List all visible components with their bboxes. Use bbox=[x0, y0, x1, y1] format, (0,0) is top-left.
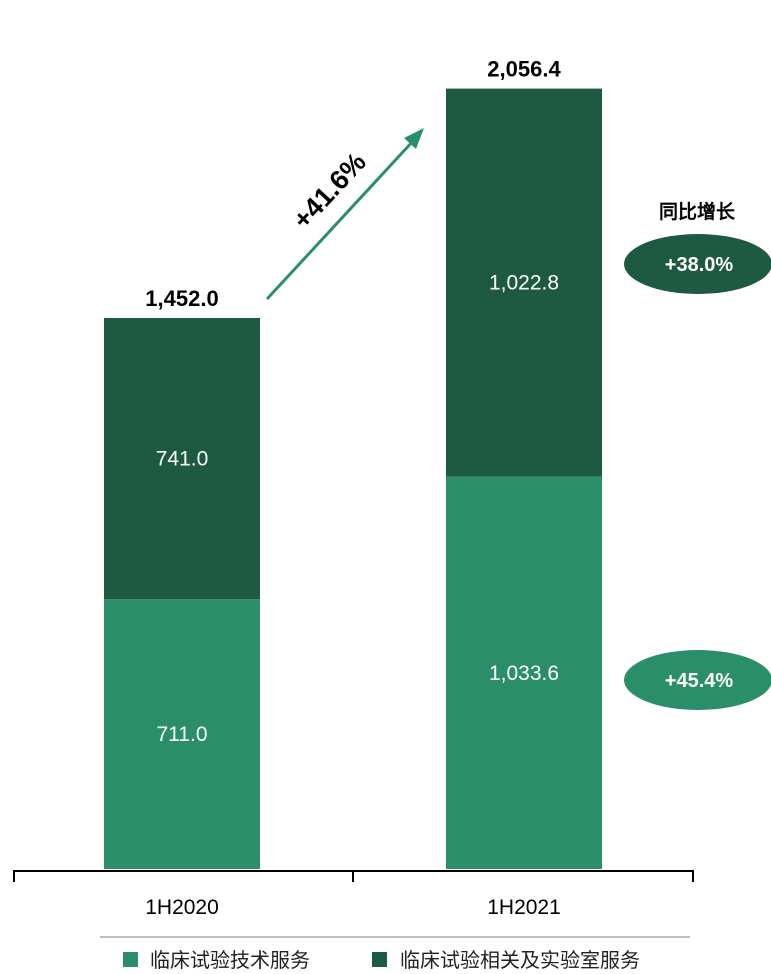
data-label: 1,022.8 bbox=[489, 272, 559, 295]
bar-segment-tech-services-1H2021 bbox=[446, 476, 602, 869]
overall-growth-label: +41.6% bbox=[287, 147, 372, 235]
yoy-badge-lab-services-text: +38.0% bbox=[665, 254, 734, 276]
legend-label-lab-services: 临床试验相关及实验室服务 bbox=[400, 948, 640, 972]
total-label: 2,056.4 bbox=[487, 57, 561, 82]
x-tick-label: 1H2020 bbox=[145, 896, 219, 919]
yoy-badge-tech-services bbox=[624, 650, 771, 710]
bars-group bbox=[104, 88, 602, 869]
yoy-badge-tech-services-text: +45.4% bbox=[665, 670, 734, 692]
x-tick-label: 1H2021 bbox=[487, 896, 561, 919]
legend-swatch-tech-services bbox=[123, 952, 138, 967]
data-label: 1,033.6 bbox=[489, 662, 559, 685]
yoy-growth-panel: 同比增长 +38.0% +45.4% bbox=[624, 200, 771, 710]
total-label: 1,452.0 bbox=[145, 286, 218, 311]
data-label: 741.0 bbox=[156, 448, 209, 471]
bar-segment-tech-services-1H2020 bbox=[104, 599, 260, 869]
x-axis: 1H2020 1H2021 bbox=[13, 870, 694, 919]
data-label: 711.0 bbox=[157, 723, 208, 746]
category-labels: 1H2020 1H2021 bbox=[145, 896, 561, 919]
overall-growth-annotation: +41.6% bbox=[265, 128, 424, 301]
value-labels-group: 711.0 741.0 1,033.6 1,022.8 bbox=[156, 272, 559, 746]
total-labels-group: 1,452.0 2,056.4 bbox=[145, 57, 561, 311]
yoy-badge-lab-services bbox=[624, 234, 771, 294]
legend: 临床试验技术服务 临床试验相关及实验室服务 bbox=[100, 936, 690, 972]
legend-swatch-lab-services bbox=[372, 952, 387, 967]
growth-arrow-line bbox=[265, 138, 416, 301]
bar-segment-lab-services-1H2020 bbox=[104, 317, 260, 600]
bar-segment-lab-services-1H2021 bbox=[446, 88, 602, 477]
yoy-title: 同比增长 bbox=[659, 200, 736, 223]
growth-arrow-head bbox=[404, 128, 424, 149]
legend-label-tech-services: 临床试验技术服务 bbox=[150, 948, 310, 972]
